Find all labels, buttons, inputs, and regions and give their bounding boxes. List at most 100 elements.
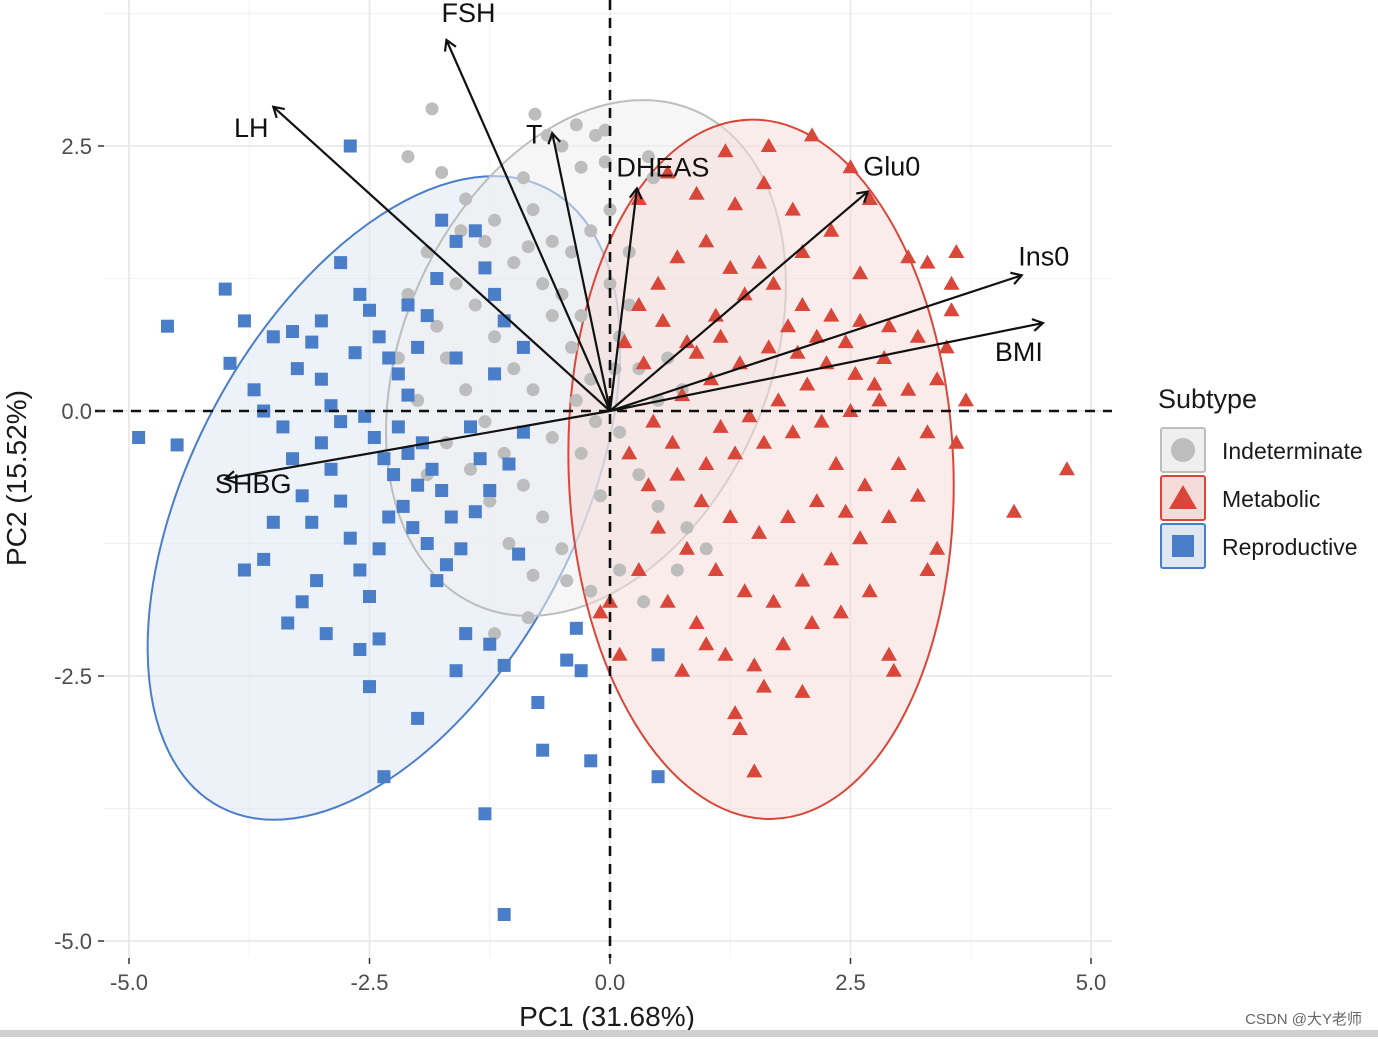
point-reproductive — [343, 531, 357, 545]
point-metabolic — [760, 138, 777, 152]
point-indeterminate — [528, 107, 542, 121]
point-metabolic — [717, 646, 734, 661]
point-metabolic — [760, 339, 777, 354]
point-indeterminate — [637, 595, 651, 609]
point-indeterminate — [661, 351, 675, 365]
y-axis-title: PC2 (15.52%) — [1, 390, 32, 566]
point-reproductive — [324, 399, 338, 413]
point-metabolic — [794, 572, 811, 587]
point-indeterminate — [430, 319, 444, 333]
point-reproductive — [319, 627, 333, 641]
point-metabolic — [755, 434, 772, 449]
point-indeterminate — [497, 446, 511, 460]
point-metabolic — [779, 318, 796, 333]
point-indeterminate — [507, 362, 521, 376]
point-indeterminate — [560, 574, 574, 588]
point-reproductive — [387, 468, 401, 482]
loading-arrow-t — [552, 133, 612, 412]
point-reproductive — [536, 743, 550, 757]
point-reproductive — [411, 478, 425, 492]
point-metabolic — [880, 646, 897, 661]
point-reproductive — [132, 431, 146, 444]
point-reproductive — [468, 224, 482, 238]
point-metabolic — [621, 445, 638, 460]
point-indeterminate — [526, 383, 540, 397]
loading-arrows: FSH LH T DHEAS Glu0 Ins0 BMI SHBG — [215, 0, 1069, 499]
point-indeterminate — [603, 277, 617, 291]
axis-ticks: -5.0 -2.5 0.0 2.5 5.0 2.5 0.0 -2.5 -5.0 — [54, 134, 1106, 995]
point-metabolic — [813, 413, 830, 428]
point-reproductive — [314, 314, 328, 328]
point-metabolic — [727, 196, 744, 211]
loading-label-bmi: BMI — [995, 337, 1043, 367]
point-reproductive — [478, 807, 492, 821]
point-indeterminate — [646, 171, 660, 185]
point-metabolic — [919, 254, 936, 269]
point-reproductive — [531, 696, 545, 709]
point-metabolic — [688, 615, 705, 629]
point-indeterminate — [521, 611, 535, 625]
point-metabolic — [640, 477, 657, 492]
point-reproductive — [464, 420, 478, 434]
loading-label-fsh: FSH — [441, 0, 495, 28]
point-reproductive — [334, 494, 348, 508]
point-reproductive — [223, 356, 237, 370]
point-reproductive — [324, 462, 338, 476]
point-metabolic — [919, 562, 936, 576]
legend-label-indeterminate: Indeterminate — [1222, 438, 1363, 464]
point-metabolic — [775, 636, 792, 651]
point-indeterminate — [545, 234, 559, 248]
point-metabolic — [698, 233, 715, 248]
point-metabolic — [929, 540, 946, 555]
loading-arrow-glu0 — [609, 192, 868, 412]
point-reproductive — [281, 616, 295, 630]
point-indeterminate — [488, 213, 502, 227]
point-indeterminate — [536, 510, 550, 524]
point-reproductive — [314, 436, 328, 450]
point-metabolic — [890, 456, 907, 470]
point-reproductive — [247, 383, 261, 397]
point-reproductive — [411, 340, 425, 354]
point-reproductive — [488, 367, 502, 381]
point-indeterminate — [555, 287, 569, 301]
point-metabolic — [1058, 461, 1075, 476]
point-reproductive — [483, 484, 497, 497]
point-reproductive — [425, 462, 439, 476]
point-reproductive — [401, 298, 415, 312]
point-metabolic — [885, 662, 902, 677]
point-reproductive — [363, 303, 376, 317]
point-reproductive — [358, 409, 372, 423]
point-metabolic — [727, 705, 744, 720]
point-metabolic — [645, 413, 662, 428]
point-indeterminate — [425, 102, 439, 116]
point-metabolic — [823, 307, 840, 322]
point-indeterminate — [680, 521, 694, 535]
point-reproductive — [391, 420, 405, 434]
point-reproductive — [295, 595, 309, 609]
point-metabolic — [674, 662, 691, 677]
point-indeterminate — [420, 245, 434, 259]
point-reproductive — [584, 754, 598, 768]
point-metabolic — [871, 392, 888, 407]
point-reproductive — [497, 908, 511, 921]
x-tick-label: -5.0 — [110, 970, 148, 995]
loading-arrow-lh — [273, 107, 611, 412]
point-reproductive — [449, 234, 463, 248]
point-metabolic — [784, 201, 801, 216]
point-indeterminate — [464, 462, 478, 476]
point-metabolic — [635, 355, 652, 370]
point-metabolic — [919, 424, 936, 439]
point-metabolic — [784, 424, 801, 439]
y-tick-label: 0.0 — [61, 399, 92, 424]
point-reproductive — [372, 330, 386, 344]
x-tick-label: 0.0 — [595, 970, 626, 995]
point-metabolic — [659, 164, 676, 179]
point-metabolic — [852, 265, 869, 280]
point-metabolic — [630, 562, 647, 576]
point-metabolic — [943, 275, 960, 290]
point-metabolic — [722, 509, 739, 523]
point-metabolic — [654, 312, 671, 327]
point-reproductive — [473, 452, 487, 466]
point-reproductive — [305, 335, 319, 349]
point-metabolic — [823, 222, 840, 237]
